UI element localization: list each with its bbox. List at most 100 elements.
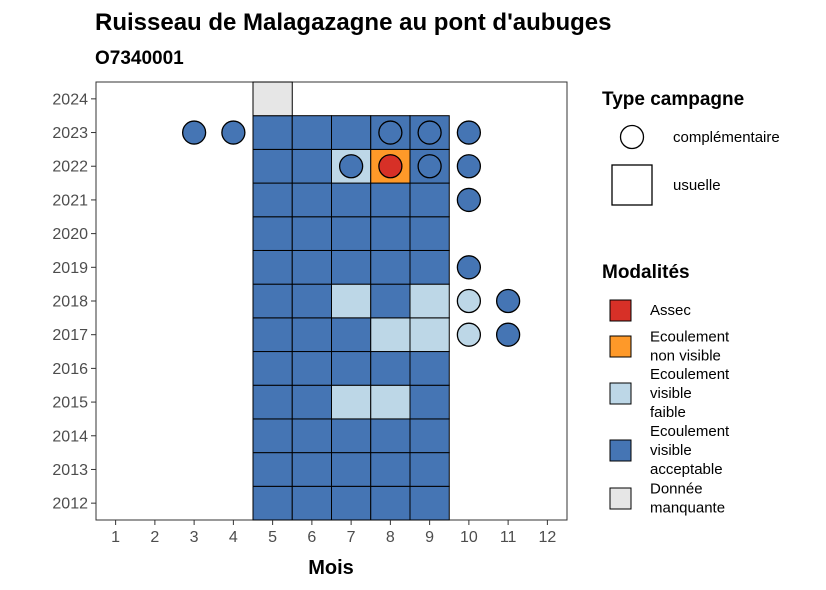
tile-2021-6 [291, 182, 332, 218]
legend-key-manquante [609, 487, 632, 510]
tile-2021-5 [252, 182, 293, 218]
y-tick-label: 2019 [52, 260, 88, 277]
legend-key-assec [609, 299, 632, 322]
legend-label-ecoul_faible: Ecoulement visible faible [650, 366, 730, 421]
tile-2018-5 [252, 283, 293, 319]
tile-2019-6 [291, 249, 332, 285]
legend-square-key [611, 164, 653, 206]
tile-2020-5 [252, 216, 293, 251]
point-2019-10 [456, 255, 482, 280]
tile-layer [252, 81, 450, 521]
y-tick-label: 2016 [52, 361, 88, 378]
y-axis: 2012 2013 2014 2015 2016 2017 2018 2019 2020 2021… [52, 91, 96, 513]
tile-2021-7 [331, 182, 372, 218]
tile-2022-5 [252, 148, 293, 184]
tile-2014-7 [331, 418, 372, 454]
y-tick-label: 2014 [52, 428, 88, 445]
point-2021-10 [456, 187, 482, 213]
tile-2018-7 [331, 283, 372, 319]
tile-2021-8 [370, 182, 411, 218]
tile-2019-8 [370, 249, 411, 285]
tile-2014-6 [291, 418, 332, 454]
tile-2023-5 [252, 115, 293, 150]
legend-label-ecoul_accept: Ecoulement visible acceptable [650, 423, 730, 478]
y-tick-label: 2021 [52, 192, 88, 209]
chart-subtitle: O7340001 [95, 48, 184, 69]
tile-2013-8 [370, 452, 411, 487]
tile-2013-5 [252, 452, 293, 487]
tile-2017-8 [370, 317, 411, 353]
point-2023-3 [181, 120, 207, 145]
tile-2016-5 [252, 351, 293, 386]
legend-modalites-title: Modalités [602, 262, 690, 283]
legend-key-ecoul_accept [609, 439, 632, 462]
tile-2015-7 [331, 384, 372, 420]
tile-2017-6 [291, 317, 332, 353]
tile-2024-5 [252, 81, 293, 117]
point-2018-11 [495, 288, 521, 314]
point-2017-10 [456, 322, 482, 347]
x-tick-label: 6 [307, 529, 316, 546]
y-tick-label: 2022 [52, 159, 88, 176]
tile-2012-5 [252, 485, 293, 521]
tile-2023-7 [331, 115, 372, 150]
y-tick-label: 2012 [52, 496, 88, 513]
x-tick-label: 5 [268, 529, 277, 546]
point-2017-11 [495, 322, 521, 347]
tile-2020-8 [370, 216, 411, 251]
point-2022-10 [456, 154, 482, 179]
tile-2016-6 [291, 351, 332, 386]
legend-key-ecoul_faible [609, 382, 632, 405]
x-tick-label: 8 [386, 529, 395, 546]
point-2023-8 [378, 120, 403, 145]
y-tick-label: 2020 [52, 226, 88, 243]
legend-label-assec: Assec [650, 302, 691, 319]
tile-2020-7 [331, 216, 372, 251]
point-2022-7 [338, 154, 364, 179]
tile-2018-8 [370, 283, 411, 319]
tile-2018-9 [409, 283, 450, 319]
chart-title: Ruisseau de Malagazagne au pont d'aubuge… [95, 9, 611, 36]
tile-2015-9 [409, 384, 450, 420]
tile-2014-5 [252, 418, 293, 454]
y-tick-label: 2023 [52, 125, 88, 142]
point-2022-8 [378, 154, 403, 179]
x-tick-label: 2 [150, 529, 159, 546]
legend-label-ecoul_nonvis: Ecoulement non visible [650, 329, 730, 365]
y-tick-label: 2017 [52, 327, 88, 344]
tile-2017-9 [409, 317, 450, 353]
tile-2017-5 [252, 317, 293, 353]
tile-2020-9 [409, 216, 450, 251]
point-layer [181, 120, 521, 347]
x-tick-label: 11 [500, 529, 517, 546]
x-axis: 1 2 3 4 5 6 7 8 9 10 11 12 [111, 520, 556, 546]
y-tick-label: 2024 [52, 91, 88, 108]
y-tick-label: 2015 [52, 395, 88, 412]
tile-2016-8 [370, 351, 411, 386]
x-tick-label: 7 [347, 529, 356, 546]
tile-2016-7 [331, 351, 372, 386]
x-axis-title: Mois [308, 557, 354, 579]
legend-campagne-title: Type campagne [602, 89, 744, 110]
tile-2017-7 [331, 317, 372, 353]
legend-campagne-label: complémentaire [673, 129, 780, 146]
point-2023-9 [417, 120, 442, 145]
point-2023-10 [456, 120, 482, 145]
tile-2012-9 [409, 485, 450, 521]
tile-2015-8 [370, 384, 411, 420]
x-tick-label: 3 [190, 529, 199, 546]
legend-circle-key [619, 124, 645, 150]
tile-2015-6 [291, 384, 332, 420]
x-tick-label: 12 [538, 529, 556, 546]
tile-2012-8 [370, 485, 411, 521]
tile-2020-6 [291, 216, 332, 251]
point-2022-9 [417, 154, 442, 179]
y-tick-label: 2013 [52, 462, 88, 479]
point-2018-10 [456, 288, 482, 314]
tile-2013-9 [409, 452, 450, 487]
tile-2021-9 [409, 182, 450, 218]
tile-2013-6 [291, 452, 332, 487]
tile-2019-9 [409, 249, 450, 285]
tile-2012-7 [331, 485, 372, 521]
tile-2014-9 [409, 418, 450, 454]
